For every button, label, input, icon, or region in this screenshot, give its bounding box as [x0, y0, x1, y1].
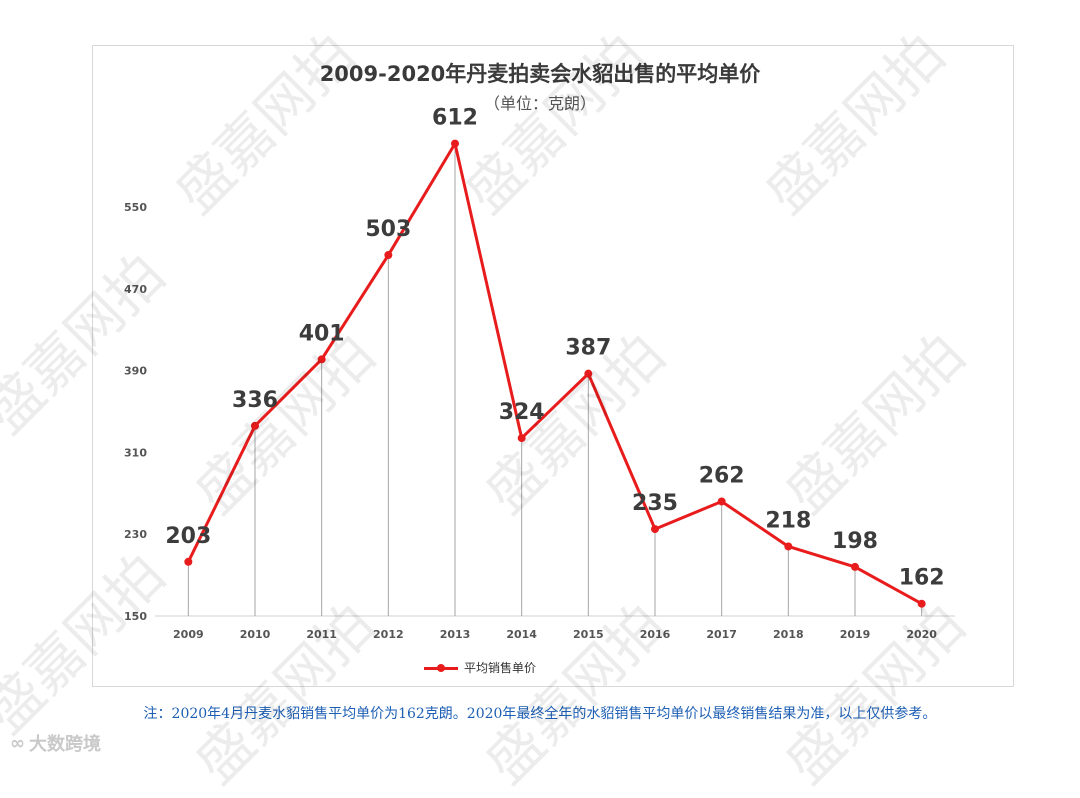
- data-label: 503: [365, 217, 411, 242]
- y-tick-label: 550: [124, 201, 147, 214]
- data-point: [317, 355, 326, 364]
- data-label: 336: [232, 388, 278, 413]
- data-label: 262: [699, 463, 745, 488]
- data-label: 198: [832, 529, 878, 554]
- data-point: [851, 562, 859, 571]
- data-point: [584, 369, 593, 378]
- data-point: [517, 434, 526, 443]
- data-label: 401: [299, 321, 345, 346]
- data-point: [184, 557, 193, 566]
- logo-text: 大数跨境: [29, 734, 101, 755]
- data-point: [917, 599, 926, 608]
- x-tick-label: 2019: [840, 628, 871, 641]
- data-label: 235: [632, 491, 678, 516]
- weibo-icon: ∞: [10, 732, 25, 754]
- chart-plot: 150 230 310 390 470 550 203 336 401 503 612 324 387 2…: [124, 106, 955, 641]
- x-tick-label: 2020: [906, 628, 937, 641]
- data-point: [717, 497, 726, 506]
- legend-label: 平均销售单价: [464, 661, 537, 675]
- footnote: 注：2020年4月丹麦水貂销售平均单价为162克朗。2020年最终全年的水貂销售…: [143, 706, 937, 722]
- data-point: [384, 251, 393, 260]
- x-tick-label: 2013: [440, 628, 471, 641]
- series-line: [186, 142, 923, 606]
- data-point: [251, 421, 259, 430]
- y-tick-label: 310: [124, 446, 147, 459]
- data-label: 162: [899, 566, 945, 591]
- data-label: 218: [765, 508, 811, 533]
- x-tick-label: 2017: [706, 628, 737, 641]
- data-point: [784, 542, 793, 551]
- data-point: [451, 139, 459, 148]
- data-label: 203: [165, 524, 211, 549]
- source-logo: ∞ 大数跨境: [10, 730, 101, 756]
- chart-title: 2009-2020年丹麦拍卖会水貂出售的平均单价: [319, 62, 761, 86]
- x-tick-label: 2011: [306, 628, 337, 641]
- y-tick-label: 390: [124, 365, 147, 378]
- y-tick-label: 230: [124, 528, 147, 541]
- x-tick-label: 2010: [240, 628, 271, 641]
- data-label: 612: [432, 106, 478, 131]
- data-point: [651, 525, 659, 534]
- legend-swatch: [424, 662, 458, 674]
- chart-frame: [92, 45, 1014, 687]
- x-tick-label: 2012: [373, 628, 404, 641]
- y-tick-label: 150: [124, 610, 147, 623]
- y-tick-label: 470: [124, 283, 147, 296]
- x-tick-label: 2015: [573, 628, 604, 641]
- x-tick-label: 2018: [773, 628, 804, 641]
- x-tick-label: 2009: [173, 628, 204, 641]
- x-tick-label: 2014: [506, 628, 537, 641]
- data-label: 324: [499, 400, 545, 425]
- chart-legend: 平均销售单价: [424, 659, 536, 676]
- data-label: 387: [565, 336, 611, 361]
- x-tick-label: 2016: [640, 628, 671, 641]
- chart-subtitle: （单位：克朗）: [483, 94, 596, 113]
